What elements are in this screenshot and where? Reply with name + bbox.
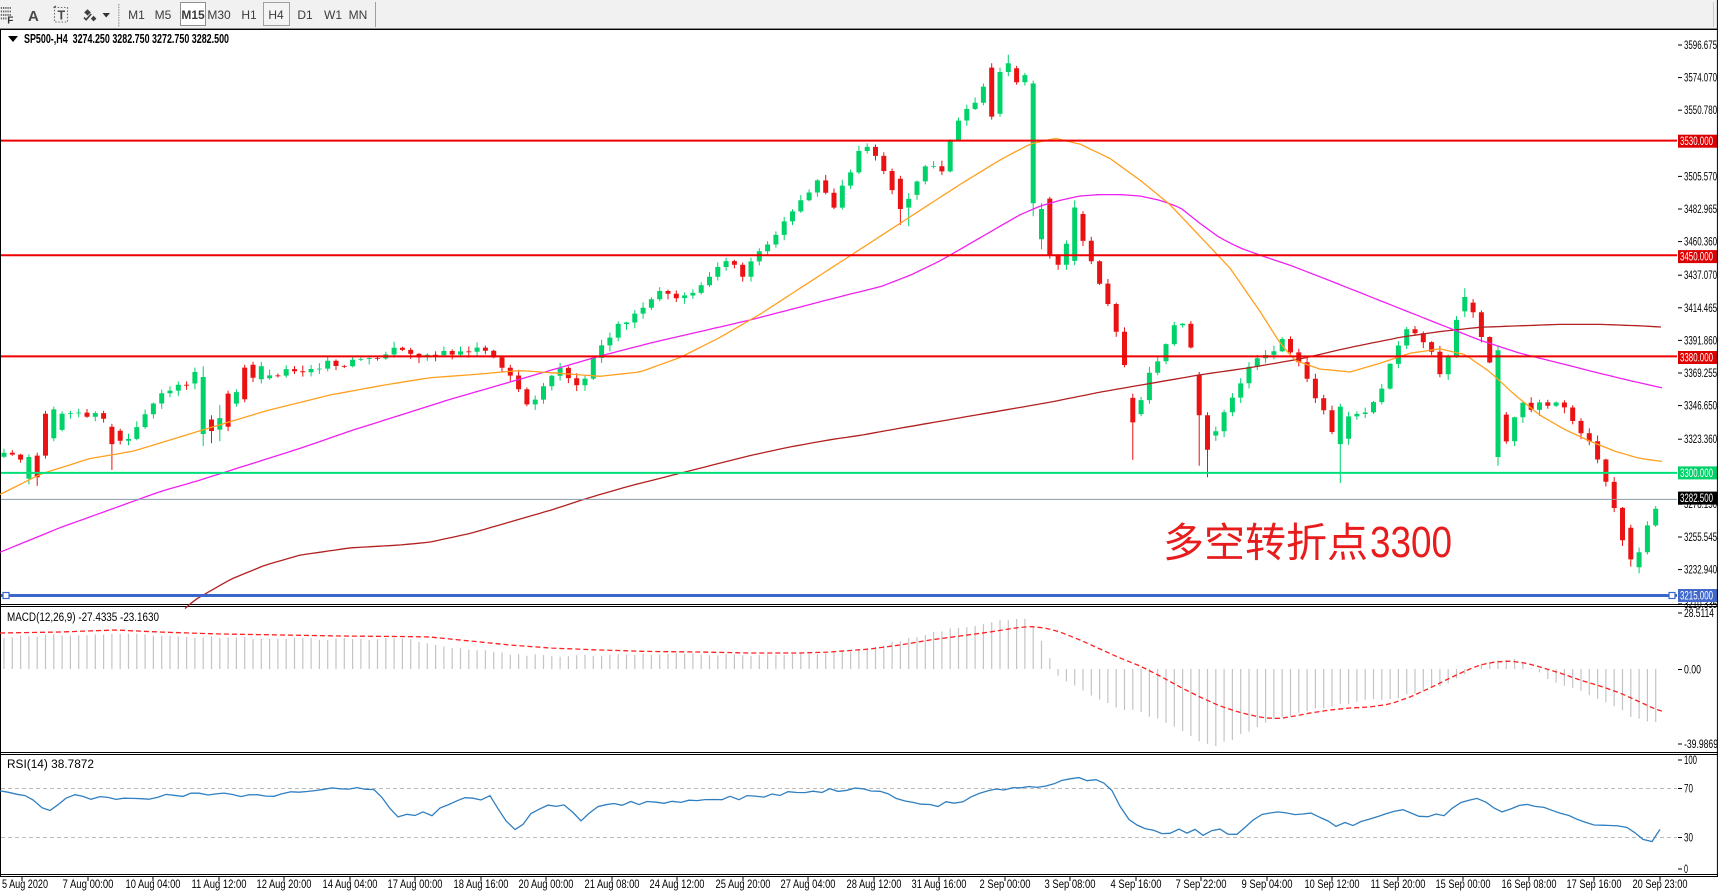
svg-text:11 Aug 12:00: 11 Aug 12:00: [192, 879, 247, 891]
svg-text:3282.500: 3282.500: [1680, 493, 1713, 505]
svg-text:31 Aug 16:00: 31 Aug 16:00: [912, 879, 967, 891]
svg-text:F: F: [7, 16, 13, 27]
svg-text:3482.965: 3482.965: [1684, 204, 1717, 216]
svg-text:11 Sep 20:00: 11 Sep 20:00: [1371, 879, 1426, 891]
svg-text:15 Sep 00:00: 15 Sep 00:00: [1436, 879, 1491, 891]
svg-text:A: A: [28, 8, 39, 25]
svg-text:MACD(12,26,9) -27.4335 -23.163: MACD(12,26,9) -27.4335 -23.1630: [7, 612, 159, 624]
svg-text:3450.000: 3450.000: [1680, 252, 1713, 264]
svg-text:3300.000: 3300.000: [1680, 468, 1713, 480]
svg-text:7 Aug 00:00: 7 Aug 00:00: [63, 879, 114, 891]
svg-text:SP500-,H4 3274.250 3282.750 3: SP500-,H4 3274.250 3282.750 3272.750 328…: [24, 32, 229, 46]
svg-text:0: 0: [1684, 864, 1688, 876]
svg-text:MN: MN: [349, 8, 368, 22]
svg-text:0.00: 0.00: [1684, 665, 1701, 677]
svg-text:H1: H1: [241, 8, 257, 22]
svg-text:3437.070: 3437.070: [1684, 270, 1717, 282]
svg-text:18 Aug 16:00: 18 Aug 16:00: [454, 879, 509, 891]
svg-text:70: 70: [1684, 784, 1693, 796]
svg-text:3550.780: 3550.780: [1684, 105, 1717, 117]
svg-text:RSI(14) 38.7872: RSI(14) 38.7872: [7, 759, 94, 771]
svg-text:3596.675: 3596.675: [1684, 40, 1717, 52]
svg-text:14 Aug 04:00: 14 Aug 04:00: [323, 879, 378, 891]
svg-text:3300: 3300: [1370, 518, 1452, 567]
svg-text:12 Aug 20:00: 12 Aug 20:00: [257, 879, 312, 891]
svg-text:7 Sep 22:00: 7 Sep 22:00: [1176, 879, 1227, 891]
svg-text:27 Aug 04:00: 27 Aug 04:00: [781, 879, 836, 891]
svg-text:D1: D1: [297, 8, 313, 22]
svg-text:30: 30: [1684, 833, 1693, 845]
svg-text:20 Aug 00:00: 20 Aug 00:00: [519, 879, 574, 891]
svg-text:28 Aug 12:00: 28 Aug 12:00: [847, 879, 902, 891]
svg-text:M30: M30: [207, 8, 231, 22]
svg-text:5 Aug 2020: 5 Aug 2020: [2, 879, 48, 891]
svg-text:3460.360: 3460.360: [1684, 237, 1717, 249]
svg-text:28.5114: 28.5114: [1684, 608, 1714, 620]
svg-text:3391.860: 3391.860: [1684, 335, 1717, 347]
svg-text:3530.000: 3530.000: [1680, 136, 1713, 148]
svg-text:17 Sep 16:00: 17 Sep 16:00: [1567, 879, 1622, 891]
svg-text:M1: M1: [128, 8, 145, 22]
svg-text:T: T: [58, 9, 66, 23]
svg-text:17 Aug 00:00: 17 Aug 00:00: [388, 879, 443, 891]
svg-text:10 Aug 04:00: 10 Aug 04:00: [126, 879, 181, 891]
svg-text:H4: H4: [268, 8, 284, 22]
svg-text:100: 100: [1684, 755, 1697, 767]
svg-text:3380.000: 3380.000: [1680, 353, 1713, 365]
svg-text:M15: M15: [181, 8, 205, 22]
svg-text:3255.545: 3255.545: [1684, 532, 1717, 544]
svg-text:3346.650: 3346.650: [1684, 401, 1717, 413]
svg-text:16 Sep 08:00: 16 Sep 08:00: [1502, 879, 1557, 891]
svg-text:3574.070: 3574.070: [1684, 73, 1717, 85]
svg-text:3 Sep 08:00: 3 Sep 08:00: [1045, 879, 1096, 891]
svg-text:3414.465: 3414.465: [1684, 303, 1717, 315]
svg-text:3232.940: 3232.940: [1684, 565, 1717, 577]
svg-text:3369.255: 3369.255: [1684, 368, 1717, 380]
svg-text:4 Sep 16:00: 4 Sep 16:00: [1111, 879, 1162, 891]
svg-text:21 Aug 08:00: 21 Aug 08:00: [585, 879, 640, 891]
svg-text:9 Sep 04:00: 9 Sep 04:00: [1242, 879, 1293, 891]
svg-text:10 Sep 12:00: 10 Sep 12:00: [1305, 879, 1360, 891]
svg-text:3505.570: 3505.570: [1684, 171, 1717, 183]
svg-text:2 Sep 00:00: 2 Sep 00:00: [980, 879, 1031, 891]
svg-text:W1: W1: [324, 8, 342, 22]
svg-text:20 Sep 23:00: 20 Sep 23:00: [1633, 879, 1688, 891]
svg-text:M5: M5: [155, 8, 172, 22]
svg-text:25 Aug 20:00: 25 Aug 20:00: [716, 879, 771, 891]
svg-text:3323.360: 3323.360: [1684, 434, 1717, 446]
svg-text:-39.9869: -39.9869: [1684, 739, 1718, 751]
svg-text:24 Aug 12:00: 24 Aug 12:00: [650, 879, 705, 891]
svg-text:3215.000: 3215.000: [1680, 591, 1713, 603]
